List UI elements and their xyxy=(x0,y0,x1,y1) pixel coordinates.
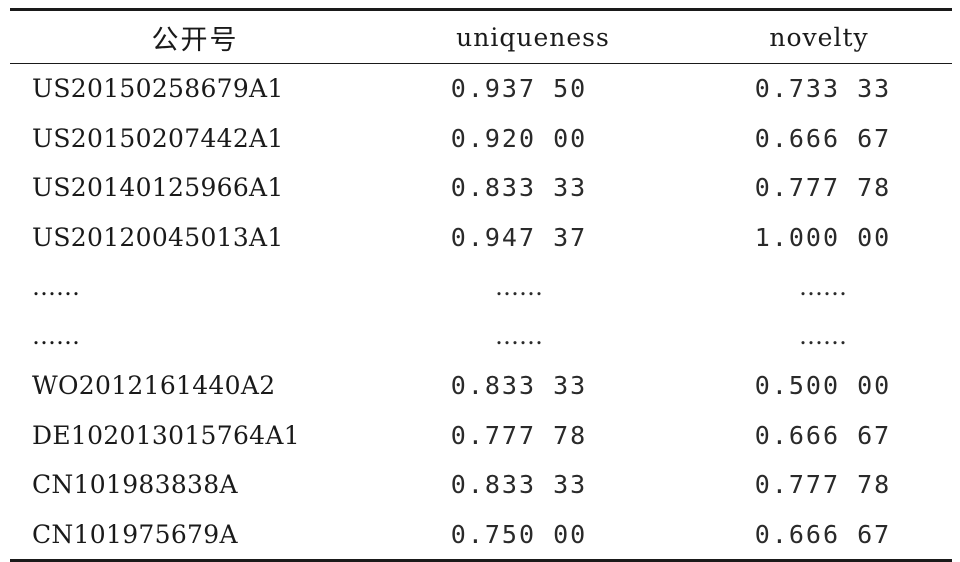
header-uniqueness: uniqueness xyxy=(456,22,610,52)
cell-ellipsis: …… xyxy=(495,322,543,351)
cell-novelty: 0.666 67 xyxy=(754,420,892,450)
cell-uniqueness: 0.750 00 xyxy=(450,519,588,549)
header-novelty: novelty xyxy=(769,22,869,52)
table-row: WO2012161440A2 0.833 33 0.500 00 xyxy=(10,361,952,411)
cell-uniqueness: 0.833 33 xyxy=(450,470,588,500)
cell-novelty: 0.733 33 xyxy=(754,74,892,104)
cell-uniqueness: 0.920 00 xyxy=(450,123,588,153)
cell-uniqueness: 0.777 78 xyxy=(450,420,588,450)
cell-novelty: 0.666 67 xyxy=(754,519,892,549)
cell-publication-number: CN101975679A xyxy=(32,519,238,549)
cell-uniqueness: 0.937 50 xyxy=(450,74,588,104)
cell-publication-number: US20150207442A1 xyxy=(32,123,284,153)
table-row: DE102013015764A1 0.777 78 0.666 67 xyxy=(10,411,952,461)
cell-ellipsis: …… xyxy=(799,272,847,301)
table-row: US20150207442A1 0.920 00 0.666 67 xyxy=(10,114,952,164)
table-header: 公开号 uniqueness novelty xyxy=(10,9,952,64)
cell-novelty: 0.777 78 xyxy=(754,470,892,500)
cell-novelty: 0.666 67 xyxy=(754,123,892,153)
cell-publication-number: DE102013015764A1 xyxy=(32,420,300,450)
data-table-container: 公开号 uniqueness novelty US20150258679A1 0… xyxy=(10,8,952,562)
cell-novelty: 0.777 78 xyxy=(754,173,892,203)
table-row: US20140125966A1 0.833 33 0.777 78 xyxy=(10,163,952,213)
cell-ellipsis: …… xyxy=(799,322,847,351)
cell-ellipsis: …… xyxy=(32,322,80,351)
cell-publication-number: US20120045013A1 xyxy=(32,222,284,252)
cell-ellipsis: …… xyxy=(495,272,543,301)
cell-novelty: 0.500 00 xyxy=(754,371,892,401)
cell-uniqueness: 0.833 33 xyxy=(450,371,588,401)
table-body: US20150258679A1 0.937 50 0.733 33 US2015… xyxy=(10,64,952,561)
table-row: CN101983838A 0.833 33 0.777 78 xyxy=(10,460,952,510)
table-row: US20120045013A1 0.947 37 1.000 00 xyxy=(10,213,952,263)
table-row-ellipsis: …… …… …… xyxy=(10,262,952,312)
cell-publication-number: WO2012161440A2 xyxy=(32,371,276,401)
cell-publication-number: US20140125966A1 xyxy=(32,173,284,203)
table-row: CN101975679A 0.750 00 0.666 67 xyxy=(10,510,952,561)
cell-uniqueness: 0.833 33 xyxy=(450,173,588,203)
cell-uniqueness: 0.947 37 xyxy=(450,222,588,252)
cell-publication-number: US20150258679A1 xyxy=(32,74,284,104)
header-publication-number: 公开号 xyxy=(151,24,239,56)
table-row-ellipsis: …… …… …… xyxy=(10,312,952,362)
cell-novelty: 1.000 00 xyxy=(754,222,892,252)
patent-scores-table: 公开号 uniqueness novelty US20150258679A1 0… xyxy=(10,8,952,562)
cell-ellipsis: …… xyxy=(32,272,80,301)
table-row: US20150258679A1 0.937 50 0.733 33 xyxy=(10,64,952,114)
header-row: 公开号 uniqueness novelty xyxy=(10,9,952,64)
cell-publication-number: CN101983838A xyxy=(32,470,238,500)
